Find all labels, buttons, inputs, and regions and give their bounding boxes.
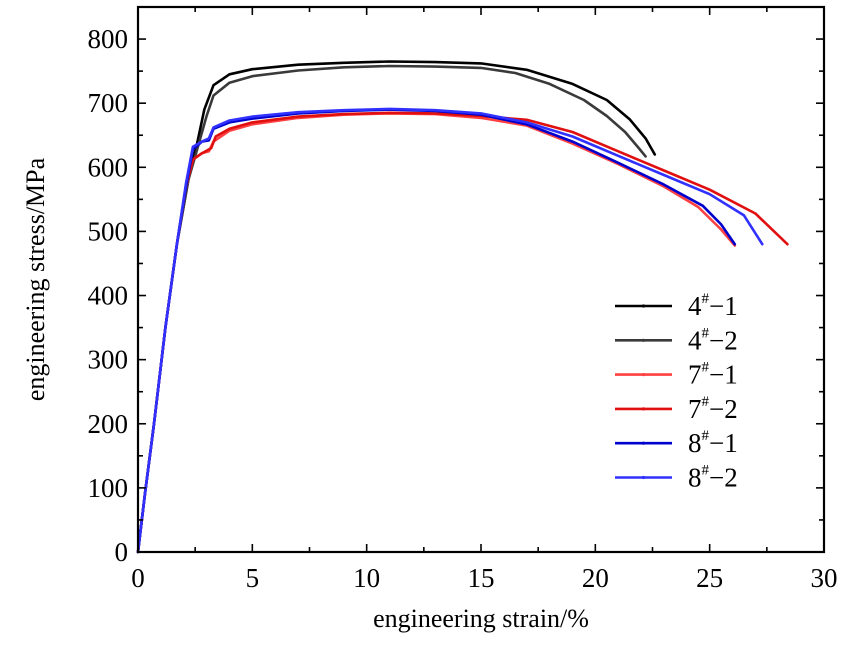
x-axis-title: engineering strain/% <box>373 604 589 633</box>
series-lines <box>136 60 789 554</box>
legend-item: 4#−1 <box>615 291 738 321</box>
legend-marker <box>641 373 646 377</box>
x-tick-label: 0 <box>131 563 145 593</box>
legend-label: 8#−1 <box>688 428 738 458</box>
legend-item: 8#−2 <box>615 463 738 493</box>
legend-label: 8#−2 <box>688 463 738 493</box>
legend-label: 4#−2 <box>688 325 738 355</box>
legend-marker <box>641 475 646 480</box>
x-tick-label: 25 <box>696 563 723 593</box>
series-line-7-1 <box>136 112 737 554</box>
series-line-8-2 <box>136 107 764 554</box>
y-tick-label: 300 <box>88 345 129 375</box>
legend-item: 4#−2 <box>615 325 738 355</box>
y-tick-label: 700 <box>88 88 129 118</box>
series-line-8-1 <box>136 108 737 554</box>
x-tick-label: 10 <box>353 563 380 593</box>
y-tick-label: 100 <box>88 473 129 503</box>
y-tick-label: 600 <box>88 152 129 182</box>
legend-item: 7#−1 <box>615 360 738 390</box>
legend-marker <box>641 338 646 342</box>
legend: 4#−1 4#−2 7#−1 7#−2 8#−1 8#−2 <box>615 291 738 493</box>
y-tick-label: 800 <box>88 24 129 54</box>
x-tick-label: 15 <box>468 563 495 593</box>
y-tick-label: 500 <box>88 216 129 246</box>
y-axis-ticks <box>138 6 824 553</box>
legend-marker <box>641 407 646 411</box>
x-tick-label: 20 <box>582 563 609 593</box>
y-tick-label: 200 <box>88 409 129 439</box>
y-axis-title: engineering stress/MPa <box>21 157 50 401</box>
x-axis-ticks <box>137 7 825 552</box>
y-axis-tick-labels: 0 100 200 300 400 500 600 700 800 <box>88 24 129 567</box>
legend-item: 8#−1 <box>615 428 738 458</box>
legend-item: 7#−2 <box>615 394 738 424</box>
x-axis-tick-labels: 0 5 10 15 20 25 30 <box>131 563 837 593</box>
legend-marker <box>641 304 646 308</box>
x-tick-label: 30 <box>811 563 838 593</box>
legend-marker <box>641 441 646 445</box>
y-tick-label: 0 <box>115 537 129 567</box>
x-tick-label: 5 <box>246 563 260 593</box>
legend-label: 4#−1 <box>688 291 738 321</box>
y-tick-label: 400 <box>88 281 129 311</box>
legend-label: 7#−1 <box>688 360 738 390</box>
legend-label: 7#−2 <box>688 394 738 424</box>
